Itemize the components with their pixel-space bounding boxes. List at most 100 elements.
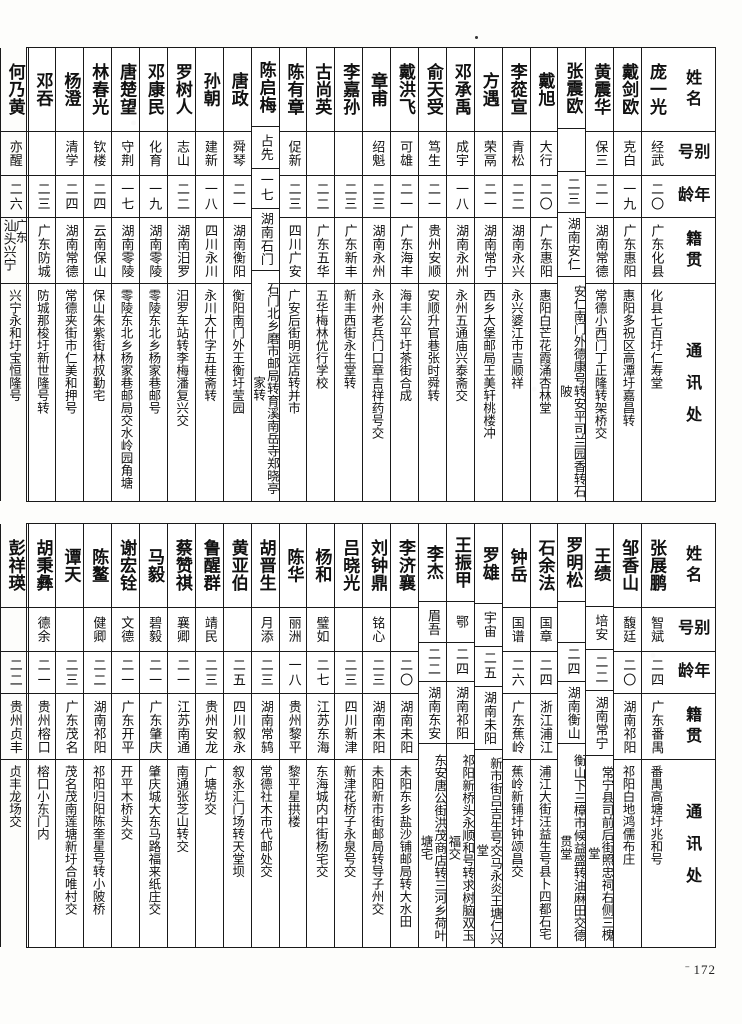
person-origin-text: 湖南祁阳 xyxy=(453,685,469,740)
person-origin: 浙江浦江 xyxy=(530,694,558,760)
person-address: 永兴婆江市吉顺祥 xyxy=(503,284,530,501)
person-address-text: 蕉岭新铺圩钟颂昌交 xyxy=(508,765,524,878)
person-column[interactable]: 邓承禹 成宇 一八 湖南永州 永州五通庙兴泰斋交 xyxy=(445,48,474,501)
person-column[interactable]: 谭天 二三 广东茂名 茂名茂南莲塘新圩合唯村交 xyxy=(55,524,84,947)
person-column[interactable]: 王绩 培安 二二 湖南常宁 常宁县司前后街照忠祠右侧三槐堂 xyxy=(585,524,614,947)
person-name-text: 黄亚伯 xyxy=(227,539,248,592)
person-column[interactable]: 陈有章 促新 二三 四川广安 广安后街明远店转并市 xyxy=(278,48,307,501)
person-column[interactable]: 杨和 璧如 二七 江苏东海 东海城内中街杨宅交 xyxy=(306,524,335,947)
person-alias: 襄卿 xyxy=(167,608,195,652)
person-column[interactable]: 胡秉彝 德余 二一 贵州榕口 榕口小东门内 xyxy=(27,524,56,947)
person-address: 零陵东北乡杨家巷邮号 xyxy=(140,284,167,501)
person-name-text: 谢宏铨 xyxy=(116,539,137,592)
person-column[interactable]: 邹香山 馥廷 二〇 湖南祁阳 祁阳白地鸿儒布庄 xyxy=(613,524,642,947)
person-column[interactable]: 谢宏铨 文德 二一 广东开平 开平木桥头交 xyxy=(111,524,140,947)
person-column[interactable]: 罗明松 二四 湖南衡山 衡山下三樟市候益盛转油麻田交德贯堂 xyxy=(557,524,586,947)
person-column[interactable]: 孙朝 建新 一八 四川永川 永川大什字五桂斋转 xyxy=(194,48,223,501)
person-address: 衡阳南门外王衡圩莹园 xyxy=(224,284,251,501)
person-alias: 可雄 xyxy=(391,132,418,176)
person-alias-text: 化育 xyxy=(146,140,162,167)
person-name-text: 邓康民 xyxy=(144,63,165,116)
person-column[interactable]: 李济襄 二〇 湖南未阳 未阳东乡盐沙铺邮局转大水田 xyxy=(390,524,418,947)
person-column[interactable]: 李嘉孙 二三 广东新丰 新丰西街永生堂转 xyxy=(334,48,363,501)
person-column[interactable]: 吕晓光 二三 四川新津 新津花桥子永泉号交 xyxy=(334,524,363,947)
person-origin: 贵州榕口 xyxy=(28,694,56,760)
person-column[interactable]: 陈启梅 占先 一七 湖南石门 石门北乡磨市邮局转育溪南岳寺郑晓亭家转 xyxy=(250,48,279,501)
person-column[interactable]: 章甫 绍魁 二三 湖南永州 永州老兵门口章吉祥药号交 xyxy=(362,48,391,501)
person-name-text: 陈有章 xyxy=(283,63,304,116)
person-column[interactable]: 邓康民 化育 一九 湖南零陵 零陵东北乡杨家巷邮号 xyxy=(139,48,167,501)
person-address-text: 东安唐公街洪茂商店转三河乡荷叶塘宅 xyxy=(418,753,446,942)
person-address-text: 五华梅林优行学校 xyxy=(313,289,329,389)
person-name: 俞天受 xyxy=(418,48,446,132)
person-name-text: 唐楚望 xyxy=(116,63,137,116)
person-name-text: 邓承禹 xyxy=(450,63,471,116)
person-name: 李嘉孙 xyxy=(335,48,363,132)
person-age-text: 二五 xyxy=(480,651,496,682)
person-column[interactable]: 刘钟鼎 铭心 二三 湖南未阳 未阳新市街邮局转导子州交 xyxy=(362,524,391,947)
person-address-text: 永州五通庙兴泰斋交 xyxy=(453,289,469,402)
person-column[interactable]: 张震欧 二三 湖南安仁 安仁南门外德康号转安平司兰园香转石陂 xyxy=(557,48,586,501)
person-origin-text: 湖南常德 xyxy=(592,223,608,278)
page-number: ˉ 172 xyxy=(0,962,716,978)
person-age: 二〇 xyxy=(391,652,418,694)
person-origin-text: 湖南常德 xyxy=(62,223,78,278)
person-origin: 广东防城 xyxy=(28,218,56,284)
person-column[interactable]: 罗雄 宇宙 二五 湖南未阳 新市街吕吉生号交马永炎王塘仁兴堂 xyxy=(473,524,502,947)
person-column[interactable]: 唐政 舜琴 二一 湖南衡阳 衡阳南门外王衡圩莹园 xyxy=(222,48,251,501)
person-age: 二四 xyxy=(56,176,84,218)
person-alias: 经武 xyxy=(642,132,669,176)
person-column[interactable]: 陈鳌 健卿 二二 湖南祁阳 祁阳归阳陈奎星号转小陂桥 xyxy=(83,524,112,947)
person-name: 谭天 xyxy=(56,524,84,608)
person-column[interactable]: 杨澄 清学 二四 湖南常德 常德夹街市仁美和押号 xyxy=(55,48,84,501)
person-alias-text: 碧毅 xyxy=(146,616,162,643)
person-age-text: 二二 xyxy=(174,181,190,212)
person-age-text: 二四 xyxy=(452,647,468,678)
person-column[interactable]: 古尚英 二二 广东五华 五华梅林优行学校 xyxy=(306,48,335,501)
person-column[interactable]: 蔡赞祺 襄卿 二一 江苏南通 南通张芝山转交 xyxy=(166,524,195,947)
person-address-text: 广塘坊交 xyxy=(202,765,218,815)
person-origin-text: 湖南衡山 xyxy=(564,685,580,740)
person-column[interactable]: 李杰 眉吾 二二 湖南东安 东安唐公街洪茂商店转三河乡荷叶塘宅 xyxy=(417,524,446,947)
person-origin: 广东蕉岭 xyxy=(502,694,530,760)
person-column[interactable]: 王振甲鄂二四 湖南祁阳 祁阳新桥头永顺和号转求树脑双玉福交 xyxy=(445,524,474,947)
person-column[interactable]: 黄亚伯 二五 四川叙永 叙永汇门场转天堂坝 xyxy=(222,524,251,947)
person-address-text: 兴宁永和圩宝恒隆号 xyxy=(6,289,22,402)
person-address: 叙永汇门场转天堂坝 xyxy=(224,760,251,947)
person-name: 唐政 xyxy=(223,48,251,132)
person-column[interactable]: 戴剑欧 克白 一九 广东惠阳 惠阳多祝区高潭圩嘉昌转 xyxy=(613,48,642,501)
person-column[interactable]: 庞一光 经武 二〇 广东化县 化县七百圩仁寿堂 xyxy=(641,48,669,501)
person-column[interactable]: 方遇 荣鬲 二一 湖南常宁 西乡大堡邮局王美轩桃楼冲 xyxy=(473,48,502,501)
person-column[interactable]: 石余法 国章 二四 浙江浦江 浦江大街汪益生号县卜四都石宅 xyxy=(529,524,558,947)
person-column[interactable]: 彭祥瑛 二二 贵州贞丰 贞丰龙场交 xyxy=(0,524,28,947)
person-column[interactable]: 何乃黄 亦醒 二六 广东 汕头兴宁 兴宁永和圩宝恒隆号 xyxy=(0,48,28,501)
person-address-text: 常宁县司前后街照忠祠右侧三槐堂 xyxy=(586,766,614,942)
person-address-text: 番禺高塘圩兆和号 xyxy=(648,765,664,865)
person-name-text: 章甫 xyxy=(367,72,388,107)
person-column[interactable]: 俞天受 笃生 二一 贵州安顺 安顺升官巷张时舜转 xyxy=(417,48,446,501)
person-column[interactable]: 林春光 钦楼 二四 云南保山 保山朱紫街林叔勤宅 xyxy=(83,48,112,501)
person-column[interactable]: 鲁醒群 靖民 二三 贵州安龙 广塘坊交 xyxy=(194,524,223,947)
person-column[interactable]: 胡晋生 月添 二三 湖南常鸫 常德社木市代邮处交 xyxy=(250,524,279,947)
person-origin-text: 广东茂名 xyxy=(62,699,78,754)
person-column[interactable]: 李蓯宣 青松 二二 湖南永兴 永兴婆江市吉顺祥 xyxy=(501,48,530,501)
person-name-text: 彭祥瑛 xyxy=(4,539,25,592)
person-origin: 湖南常鸫 xyxy=(251,694,279,760)
person-column[interactable]: 钟岳 国谱 二六 广东蕉岭 蕉岭新铺圩钟颂昌交 xyxy=(501,524,530,947)
person-origin-text: 湖南零陵 xyxy=(118,223,134,278)
person-column[interactable]: 戴洪飞 可雄 二一 广东海丰 海丰公平圩茶街合成 xyxy=(390,48,418,501)
origin-split-wrap: 广东 汕头兴宁 xyxy=(1,219,28,282)
person-column[interactable]: 唐楚望 守荆 一七 湖南零陵 零陵东北乡杨家巷邮局交水岭园角塘 xyxy=(111,48,140,501)
person-age: 一八 xyxy=(446,176,474,218)
person-age-text: 二一 xyxy=(397,181,413,212)
person-age-text: 二三 xyxy=(341,181,357,212)
person-column[interactable]: 马毅 碧毅 二一 广东肇庆 肇庆城大东马路福来纸庄交 xyxy=(139,524,167,947)
person-column[interactable]: 黄震华 保三 二一 湖南常德 常德小西门丁正隆转架桥交 xyxy=(585,48,614,501)
person-column[interactable]: 张展鹏 智斌 二四 广东番禺 番禺高塘圩兆和号 xyxy=(641,524,669,947)
person-name: 邓吞 xyxy=(28,48,56,132)
person-column[interactable]: 邓吞 二三 广东防城 防城那梭圩新世隆号转 xyxy=(27,48,56,501)
person-column[interactable]: 戴旭 大行 二〇 广东惠阳 惠阳白芒花霞涌杏林堂 xyxy=(529,48,558,501)
person-column[interactable]: 陈华 丽洲 一八 贵州黎平 黎平星拱楼 xyxy=(278,524,307,947)
person-column[interactable]: 罗树人 志山 二二 湖南汨罗 汨罗车站转李梅潘复兴交 xyxy=(166,48,195,501)
person-name: 胡秉彝 xyxy=(28,524,56,608)
